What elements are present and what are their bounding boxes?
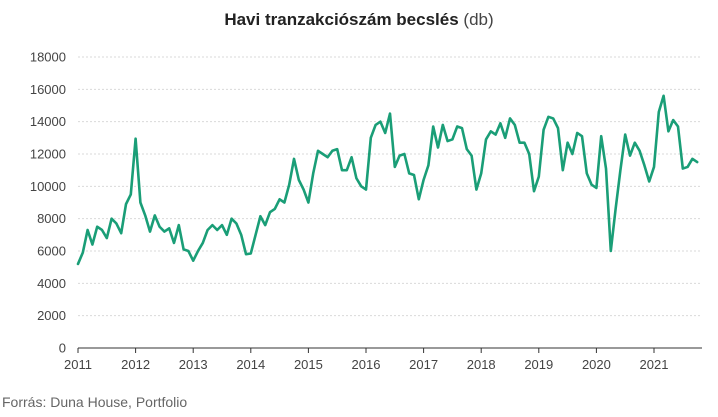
x-tick-label-2014: 2014 — [236, 357, 265, 372]
x-tick-label-2019: 2019 — [524, 357, 553, 372]
y-tick-label-16000: 16000 — [30, 82, 66, 97]
y-tick-label-18000: 18000 — [30, 50, 66, 65]
x-tick-label-2012: 2012 — [121, 357, 150, 372]
y-tick-label-14000: 14000 — [30, 114, 66, 129]
x-tick-label-2016: 2016 — [352, 357, 381, 372]
x-tick-label-2013: 2013 — [179, 357, 208, 372]
y-tick-label-8000: 8000 — [37, 211, 66, 226]
y-tick-label-6000: 6000 — [37, 244, 66, 259]
chart-title-main: Havi tranzakciószám becslés — [224, 10, 459, 29]
x-tick-label-2015: 2015 — [294, 357, 323, 372]
y-tick-label-10000: 10000 — [30, 179, 66, 194]
chart-title: Havi tranzakciószám becslés (db) — [0, 10, 718, 30]
x-tick-label-2011: 2011 — [64, 357, 92, 372]
y-tick-label-4000: 4000 — [37, 276, 66, 291]
chart-title-unit: (db) — [463, 10, 494, 29]
y-tick-label-12000: 12000 — [30, 147, 66, 162]
x-tick-label-2018: 2018 — [467, 357, 496, 372]
x-tick-label-2021: 2021 — [640, 357, 669, 372]
x-tick-label-2017: 2017 — [409, 357, 438, 372]
series-line-0 — [76, 94, 699, 266]
y-tick-label-0: 0 — [59, 341, 66, 356]
source-note: Forrás: Duna House, Portfolio — [2, 394, 188, 410]
x-tick-label-2020: 2020 — [582, 357, 611, 372]
y-tick-label-2000: 2000 — [37, 308, 66, 323]
